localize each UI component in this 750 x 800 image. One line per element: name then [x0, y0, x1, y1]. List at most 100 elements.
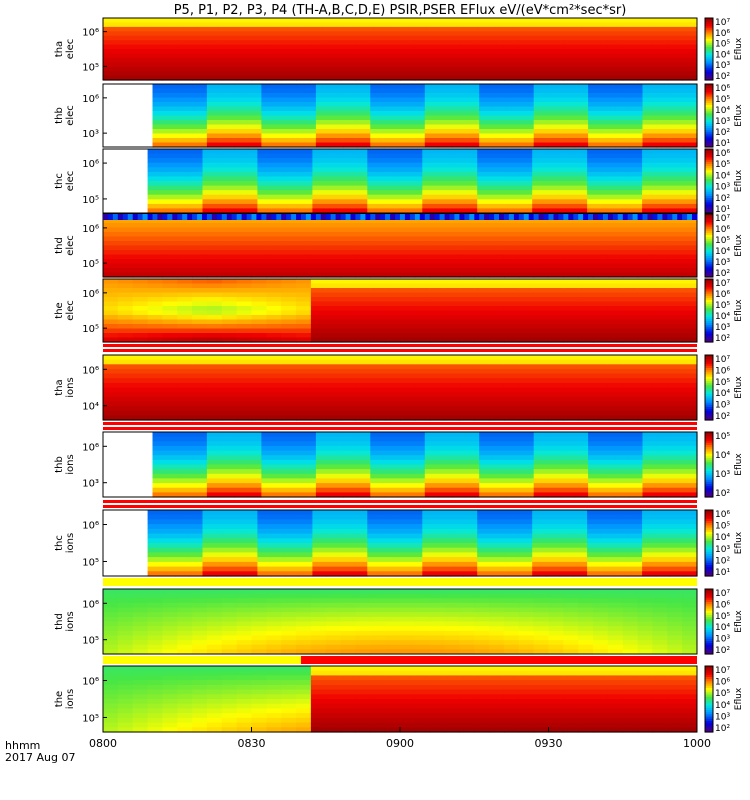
heatmap-cell	[193, 120, 208, 126]
heatmap-cell	[628, 566, 643, 572]
heatmap-cell	[325, 31, 342, 37]
colorbar-segment	[705, 413, 713, 417]
heatmap-cell	[436, 547, 451, 553]
heatmap-cell	[385, 406, 401, 412]
heatmap-cell	[438, 120, 453, 126]
colorbar-segment	[705, 335, 713, 339]
heatmap-cell	[400, 44, 416, 50]
heatmap-cell	[588, 464, 603, 470]
heatmap-cell	[683, 142, 698, 148]
heatmap-cell	[230, 158, 245, 164]
heatmap-cell	[489, 283, 505, 289]
heatmap-cell	[394, 194, 410, 200]
heatmap-cell	[177, 245, 193, 251]
colorbar-segment	[705, 183, 713, 186]
heatmap-cell	[261, 483, 276, 489]
heatmap-cell	[243, 552, 258, 558]
heatmap-cell	[251, 223, 267, 229]
heatmap-cell	[669, 473, 684, 479]
heatmap-cell	[504, 149, 519, 155]
heatmap-cell	[429, 62, 446, 68]
heatmap-cell	[302, 97, 317, 103]
heatmap-cell	[147, 263, 163, 269]
heatmap-cell	[243, 208, 258, 214]
heatmap-cell	[637, 297, 653, 303]
heatmap-cell	[444, 218, 460, 224]
heatmap-cell	[266, 337, 282, 343]
heatmap-cell	[355, 410, 371, 416]
heatmap-cell	[370, 297, 386, 303]
heatmap-cell	[463, 514, 478, 520]
heatmap-cell	[329, 111, 344, 117]
bar-segment	[692, 214, 698, 220]
heatmap-cell	[683, 111, 698, 117]
heatmap-cell	[593, 337, 609, 343]
heatmap-cell	[175, 519, 190, 525]
colorbar-frame	[704, 431, 714, 498]
heatmap-cell	[465, 88, 480, 94]
heatmap-cell	[339, 153, 355, 159]
heatmap-cell	[600, 510, 616, 516]
heatmap-cell	[162, 232, 178, 238]
heatmap-cell	[325, 268, 342, 274]
heatmap-cell	[247, 432, 262, 438]
heatmap-cell	[400, 66, 416, 72]
heatmap-cell	[669, 208, 684, 214]
heatmap-cell	[266, 310, 282, 316]
heatmap-cell	[192, 297, 208, 303]
heatmap-cell	[520, 487, 535, 493]
colorbar-segment	[705, 281, 713, 284]
heatmap-cell	[547, 478, 562, 484]
heatmap-cell	[192, 301, 208, 307]
heatmap-cell	[533, 232, 549, 238]
heatmap-cell	[601, 111, 616, 117]
heatmap-cell	[637, 18, 653, 23]
heatmap-cell	[353, 149, 368, 155]
heatmap-cell	[607, 373, 624, 379]
heatmap-cell	[414, 241, 431, 247]
heatmap-cell	[438, 445, 453, 452]
heatmap-cell	[206, 129, 222, 135]
heatmap-cell	[637, 387, 653, 393]
heatmap-cell	[385, 71, 401, 77]
heatmap-cell	[422, 199, 437, 205]
heatmap-cell	[132, 382, 149, 389]
heatmap-cell	[326, 510, 341, 516]
heatmap-cell	[477, 153, 492, 159]
colorbar-tick-label: 10³	[715, 61, 730, 71]
heatmap-cell	[533, 301, 549, 307]
heatmap-cell	[147, 378, 163, 384]
bar-segment	[583, 214, 589, 220]
colorbar-frame	[704, 213, 714, 278]
heatmap-cell	[220, 469, 235, 475]
heatmap-cell	[452, 478, 467, 484]
bar-segment	[474, 214, 480, 220]
colorbar-segment	[705, 329, 713, 333]
heatmap-cell	[489, 26, 505, 32]
heatmap-cell	[436, 203, 451, 210]
heatmap-cell	[593, 333, 609, 339]
heatmap-cell	[563, 250, 579, 256]
heatmap-cell	[628, 455, 644, 461]
heatmap-cell	[103, 49, 119, 54]
heatmap-cell	[117, 279, 134, 285]
heatmap-cell	[161, 208, 176, 214]
heatmap-cell	[117, 245, 134, 251]
heatmap-cell	[234, 129, 249, 135]
heatmap-cell	[518, 514, 533, 520]
heatmap-cell	[400, 263, 416, 269]
panel-ylabel-1: thb	[54, 107, 65, 124]
heatmap-cell	[340, 71, 356, 77]
heatmap-cell	[573, 557, 588, 563]
heatmap-cell	[588, 445, 603, 452]
heatmap-cell	[532, 519, 547, 525]
heatmap-cell	[411, 464, 426, 470]
heatmap-cell	[193, 129, 208, 135]
heatmap-cell	[414, 218, 431, 224]
heatmap-cell	[593, 57, 609, 63]
heatmap-cell	[474, 75, 490, 81]
heatmap-cell	[400, 236, 416, 242]
colorbar-tick-label: 10⁴	[715, 451, 730, 461]
heatmap-cell	[667, 223, 683, 229]
